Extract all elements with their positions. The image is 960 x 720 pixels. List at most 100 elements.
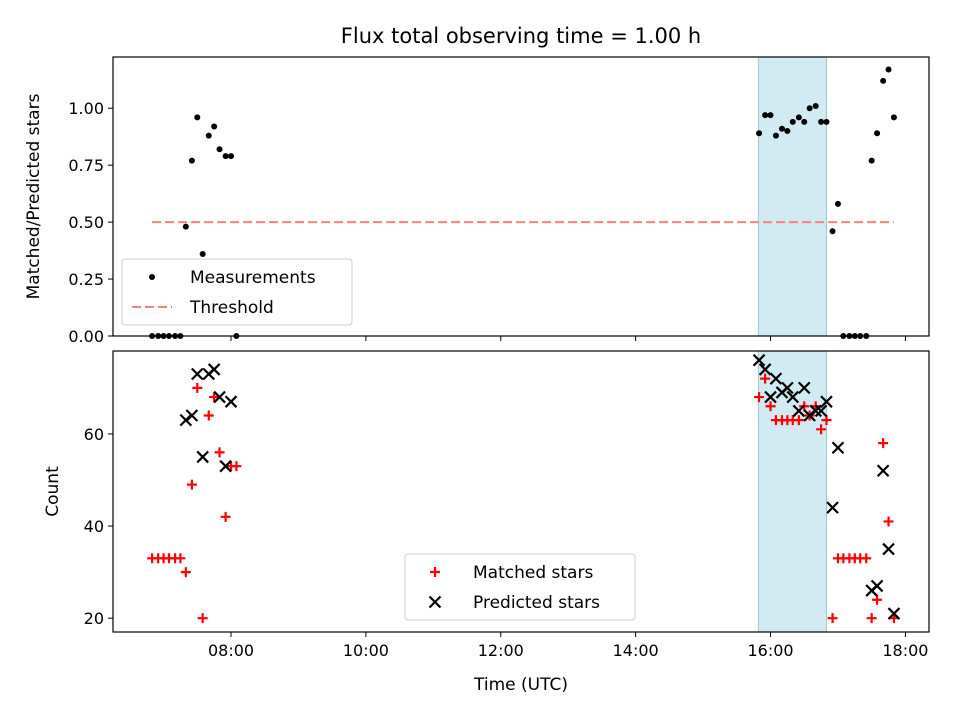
matched-stars-point xyxy=(192,382,203,393)
predicted-stars-point xyxy=(792,404,806,418)
legend-label: Matched stars xyxy=(473,563,593,583)
predicted-stars-point xyxy=(185,409,199,422)
matched-stars-point xyxy=(754,392,765,403)
measurement-point xyxy=(812,102,819,109)
measurement-point xyxy=(829,228,836,235)
y-axis-label: Count xyxy=(43,466,63,517)
measurement-point xyxy=(194,114,201,121)
matched-stars-point xyxy=(175,553,186,564)
measurement-point xyxy=(818,118,825,125)
y-tick-label: 1.00 xyxy=(68,99,104,118)
y-tick-label: 0.25 xyxy=(68,270,104,289)
axes-frame xyxy=(112,350,930,633)
predicted-stars-point xyxy=(831,441,845,455)
predicted-stars-point xyxy=(876,464,890,478)
matched-stars-point xyxy=(827,613,838,624)
axes-frame xyxy=(112,56,930,337)
y-tick-label: 0.75 xyxy=(68,156,104,175)
measurement-point xyxy=(228,153,235,160)
matched-stars-point xyxy=(872,594,883,605)
matched-stars-point xyxy=(883,516,894,527)
legend-box xyxy=(121,258,353,326)
measurement-point xyxy=(806,105,813,112)
predicted-stars-point xyxy=(752,353,766,367)
predicted-stars-point xyxy=(213,390,226,404)
matched-stars-point xyxy=(231,461,242,472)
matched-stars-point xyxy=(816,424,827,435)
predicted-stars-point xyxy=(826,501,839,514)
matched-stars-point xyxy=(214,447,225,458)
predicted-stars-point xyxy=(870,579,884,593)
measurement-point xyxy=(834,200,841,207)
matched-stars-point xyxy=(760,373,771,384)
legend-marker-plus xyxy=(430,567,440,577)
measurement-point xyxy=(885,66,892,73)
predicted-stars-point xyxy=(797,381,811,395)
y-tick-label: 0.50 xyxy=(68,213,104,232)
matched-stars-point xyxy=(878,438,889,449)
measurement-point xyxy=(868,157,875,164)
matched-stars-point xyxy=(180,567,191,578)
predicted-stars-point xyxy=(809,404,822,418)
measurement-point xyxy=(801,118,808,125)
measurement-point xyxy=(880,77,887,84)
predicted-stars-point xyxy=(758,363,772,376)
matched-stars-point xyxy=(765,401,776,412)
y-tick-label: 20 xyxy=(84,609,104,628)
observing-window-shade xyxy=(757,56,827,337)
measurement-point xyxy=(772,132,779,139)
matched-stars-point xyxy=(186,479,197,490)
legend-label: Threshold xyxy=(189,298,274,318)
predicted-stars-point xyxy=(786,390,800,404)
measurement-point xyxy=(890,114,897,121)
measurement-point xyxy=(784,128,791,135)
panel-counts: 08:00 10:00 12:00 14:00 16:00 18:00 20 40 60 Coun… xyxy=(43,350,930,695)
x-tick-label: 12:00 xyxy=(478,641,524,660)
measurement-point xyxy=(778,125,785,132)
legend-marker-x xyxy=(428,595,442,609)
predicted-stars-point xyxy=(224,395,238,408)
y-tick-label: 60 xyxy=(84,425,104,444)
matched-stars-point xyxy=(220,511,231,522)
matched-stars-point xyxy=(209,392,220,403)
x-axis-label: Time (UTC) xyxy=(473,675,568,695)
predicted-stars-point xyxy=(887,607,901,620)
predicted-stars-point xyxy=(207,363,221,376)
predicted-stars-point xyxy=(769,372,783,385)
matched-stars-point xyxy=(793,415,804,426)
measurement-point xyxy=(222,153,229,160)
measurement-point xyxy=(795,114,802,121)
predicted-stars-point xyxy=(764,390,777,404)
measurement-point xyxy=(211,123,218,130)
matched-stars-point xyxy=(203,410,214,421)
predicted-stars-point xyxy=(820,395,833,408)
matched-stars-point xyxy=(861,553,872,564)
predicted-stars-point xyxy=(219,459,232,473)
legend-label: Predicted stars xyxy=(473,593,600,613)
x-tick-label: 14:00 xyxy=(613,641,659,660)
measurement-point xyxy=(205,132,212,139)
panel-ratio: 0.00 0.25 0.50 0.75 1.00 Matched/Predicted st… xyxy=(24,56,930,346)
measurement-point xyxy=(756,130,763,137)
predicted-stars-point xyxy=(196,450,209,464)
measurement-point xyxy=(188,157,195,164)
legend-marker-dot xyxy=(149,274,155,280)
y-tick-label: 40 xyxy=(84,517,104,536)
measurement-point xyxy=(216,146,223,153)
legend-box xyxy=(404,553,636,621)
x-tick-label: 16:00 xyxy=(747,641,793,660)
predicted-stars-point xyxy=(814,404,828,418)
measurement-point xyxy=(789,118,796,125)
matched-stars-point xyxy=(866,613,877,624)
matched-stars-point xyxy=(197,613,208,624)
predicted-stars-point xyxy=(191,367,204,381)
measurement-point xyxy=(823,118,830,125)
x-tick-label: 10:00 xyxy=(343,641,389,660)
measurement-point xyxy=(199,251,206,258)
measurement-point xyxy=(182,223,189,230)
measurement-point xyxy=(762,112,769,119)
measurement-point xyxy=(767,112,774,119)
x-tick-label: 18:00 xyxy=(882,641,928,660)
legend-label: Measurements xyxy=(190,268,316,288)
